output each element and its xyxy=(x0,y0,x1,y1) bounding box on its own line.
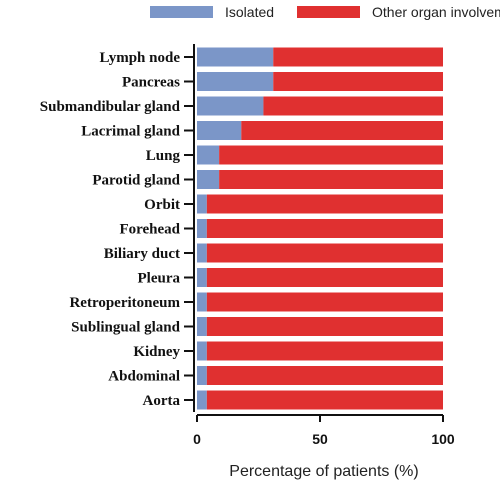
bar-other-14 xyxy=(206,366,443,385)
bar-isolated-5 xyxy=(197,145,220,165)
bar-other-12 xyxy=(206,317,443,336)
category-label: Aorta xyxy=(143,393,181,409)
category-label: Orbit xyxy=(144,197,180,213)
category-label: Lacrimal gland xyxy=(81,124,180,140)
bar-other-13 xyxy=(206,341,443,361)
x-tick-label: 100 xyxy=(431,431,455,447)
category-label: Biliary duct xyxy=(104,246,180,262)
x-tick-label: 0 xyxy=(193,431,201,447)
legend-label-2: Other organ involvement xyxy=(372,4,500,20)
bar-isolated-12 xyxy=(197,317,207,336)
bar-isolated-2 xyxy=(197,72,274,91)
category-label: Lung xyxy=(146,148,181,164)
legend: Isolated Other organ involvement xyxy=(150,4,500,20)
legend-label-1: Isolated xyxy=(225,4,274,20)
bar-other-8 xyxy=(206,219,443,238)
bar-other-15 xyxy=(206,390,443,410)
x-axis-title: Percentage of patients (%) xyxy=(229,463,418,480)
bar-other-7 xyxy=(206,194,443,214)
bar-other-9 xyxy=(206,243,443,263)
legend-swatch-1 xyxy=(150,6,213,18)
category-label: Lymph node xyxy=(100,50,181,66)
bar-other-3 xyxy=(263,96,443,116)
category-label: Abdominal xyxy=(108,369,180,385)
bars-group xyxy=(197,47,443,410)
bar-isolated-11 xyxy=(197,292,207,312)
category-label: Forehead xyxy=(119,222,180,238)
bar-isolated-3 xyxy=(197,96,264,116)
bar-isolated-14 xyxy=(197,366,207,385)
bar-isolated-15 xyxy=(197,390,207,410)
bar-isolated-1 xyxy=(197,47,274,67)
category-label: Submandibular gland xyxy=(40,99,181,115)
axes: 0 50 100 xyxy=(184,44,455,447)
legend-swatch-2 xyxy=(297,6,360,18)
bar-isolated-13 xyxy=(197,341,207,361)
category-label: Sublingual gland xyxy=(71,320,180,336)
bar-other-6 xyxy=(219,170,443,189)
bar-other-5 xyxy=(219,145,443,165)
category-label: Kidney xyxy=(133,344,180,360)
bar-other-1 xyxy=(273,47,443,67)
bar-isolated-7 xyxy=(197,194,207,214)
bar-other-4 xyxy=(241,121,443,140)
bar-isolated-10 xyxy=(197,268,207,287)
category-label: Pleura xyxy=(138,271,181,287)
bar-other-11 xyxy=(206,292,443,312)
category-label: Pancreas xyxy=(122,75,180,91)
category-labels: Lymph node Pancreas Submandibular gland Lac… xyxy=(40,50,181,409)
bar-isolated-6 xyxy=(197,170,220,189)
bar-isolated-9 xyxy=(197,243,207,263)
category-label: Parotid gland xyxy=(92,173,180,189)
bar-isolated-4 xyxy=(197,121,242,140)
bar-other-2 xyxy=(273,72,443,91)
x-tick-label: 50 xyxy=(312,431,328,447)
category-label: Retroperitoneum xyxy=(69,295,180,311)
bar-other-10 xyxy=(206,268,443,287)
bar-isolated-8 xyxy=(197,219,207,238)
